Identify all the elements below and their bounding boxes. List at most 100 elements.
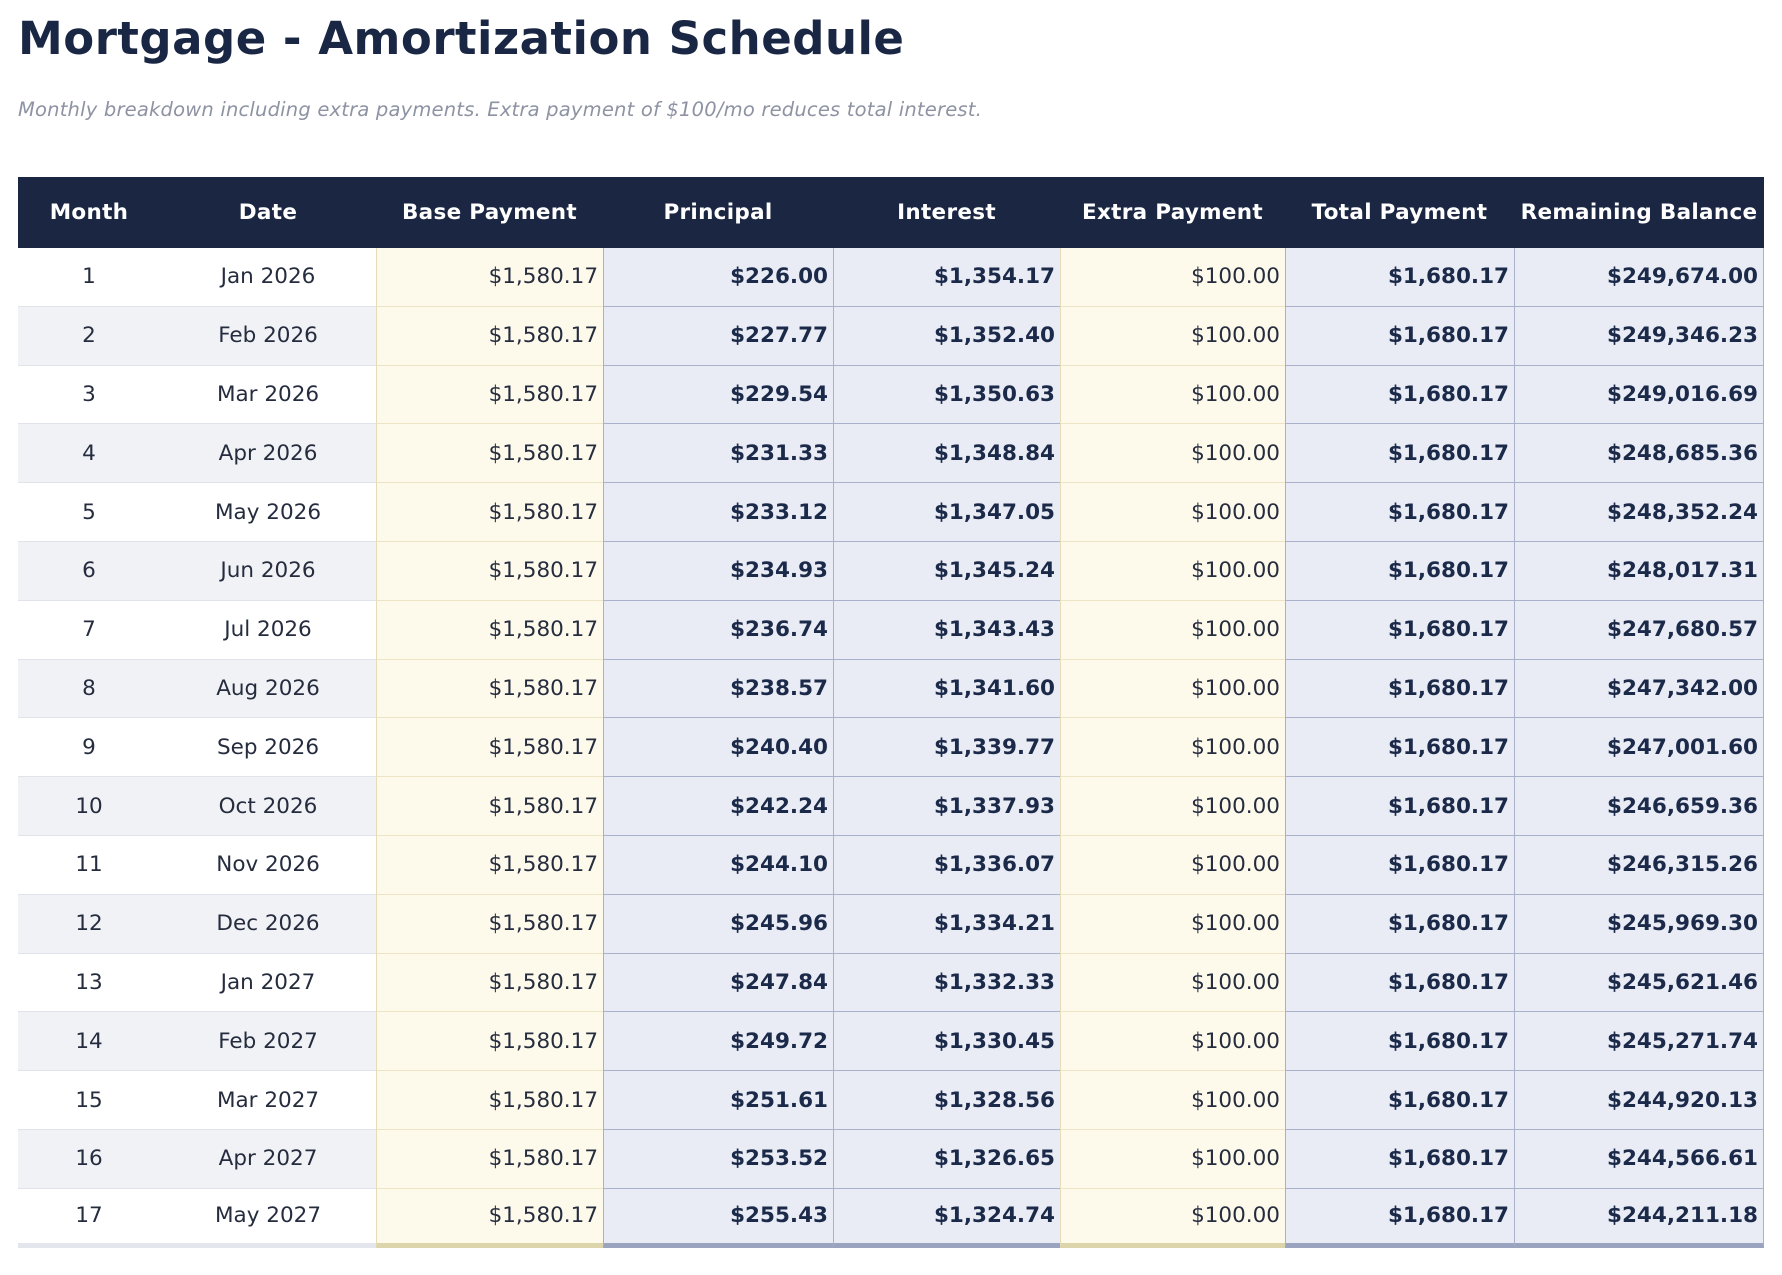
cell-extra: $100.00 — [1060, 483, 1285, 542]
cell-interest: $1,345.24 — [833, 541, 1060, 601]
cell-date: Nov 2026 — [160, 836, 376, 895]
table-row: 8 Aug 2026 $1,580.17 $238.57 $1,341.60 $100.0… — [18, 659, 1764, 719]
cell-interest: $1,326.65 — [833, 1129, 1060, 1189]
table-row: 2 Feb 2026 $1,580.17 $227.77 $1,352.40 $100.0… — [18, 306, 1764, 366]
cell-principal: $227.77 — [603, 306, 833, 366]
cell-month: 1 — [18, 248, 160, 307]
cell-base: $1,580.17 — [376, 1012, 603, 1072]
cell-principal: $233.12 — [603, 483, 833, 542]
cell-date: Mar 2027 — [160, 1071, 376, 1130]
cell-extra: $100.00 — [1060, 953, 1285, 1013]
cell-date: Feb 2026 — [160, 307, 376, 366]
table-body: 1 Jan 2026 $1,580.17 $226.00 $1,354.17 $100.0… — [18, 248, 1764, 1248]
cell-date: Apr 2027 — [160, 1130, 376, 1189]
cell-extra: $100.00 — [1060, 1071, 1285, 1130]
cell-month: 10 — [18, 777, 160, 836]
cell-extra: $100.00 — [1060, 1188, 1285, 1248]
cell-total: $1,680.17 — [1285, 1188, 1514, 1248]
cell-month: 8 — [18, 660, 160, 719]
cell-principal: $247.84 — [603, 953, 833, 1013]
table-row: 12 Dec 2026 $1,580.17 $245.96 $1,334.21 $100.… — [18, 894, 1764, 954]
cell-total: $1,680.17 — [1285, 306, 1514, 366]
cell-total: $1,680.17 — [1285, 1012, 1514, 1072]
column-header-extra: Extra Payment — [1060, 177, 1285, 248]
cell-balance: $248,685.36 — [1514, 424, 1764, 484]
cell-base: $1,580.17 — [376, 1188, 603, 1248]
cell-balance: $245,969.30 — [1514, 894, 1764, 954]
cell-base: $1,580.17 — [376, 953, 603, 1013]
cell-balance: $245,271.74 — [1514, 1012, 1764, 1072]
cell-date: Jan 2027 — [160, 954, 376, 1013]
column-header-principal: Principal — [603, 177, 833, 248]
cell-principal: $231.33 — [603, 424, 833, 484]
cell-balance: $244,920.13 — [1514, 1071, 1764, 1130]
table-row: 15 Mar 2027 $1,580.17 $251.61 $1,328.56 $100.… — [18, 1071, 1764, 1130]
cell-interest: $1,334.21 — [833, 894, 1060, 954]
table-row: 4 Apr 2026 $1,580.17 $231.33 $1,348.84 $100.0… — [18, 424, 1764, 484]
cell-date: Dec 2026 — [160, 895, 376, 954]
table-row: 10 Oct 2026 $1,580.17 $242.24 $1,337.93 $100.… — [18, 777, 1764, 836]
cell-month: 7 — [18, 601, 160, 660]
cell-total: $1,680.17 — [1285, 1129, 1514, 1189]
cell-date: Aug 2026 — [160, 660, 376, 719]
cell-total: $1,680.17 — [1285, 835, 1514, 895]
cell-total: $1,680.17 — [1285, 483, 1514, 542]
cell-interest: $1,339.77 — [833, 718, 1060, 778]
cell-base: $1,580.17 — [376, 306, 603, 366]
cell-month: 9 — [18, 718, 160, 778]
cell-total: $1,680.17 — [1285, 718, 1514, 778]
cell-month: 14 — [18, 1012, 160, 1072]
cell-extra: $100.00 — [1060, 1129, 1285, 1189]
cell-balance: $249,674.00 — [1514, 248, 1764, 307]
cell-balance: $249,346.23 — [1514, 306, 1764, 366]
cell-principal: $234.93 — [603, 541, 833, 601]
cell-date: May 2027 — [160, 1189, 376, 1248]
cell-balance: $247,001.60 — [1514, 718, 1764, 778]
cell-base: $1,580.17 — [376, 365, 603, 425]
cell-interest: $1,337.93 — [833, 777, 1060, 836]
cell-interest: $1,330.45 — [833, 1012, 1060, 1072]
cell-total: $1,680.17 — [1285, 777, 1514, 836]
cell-interest: $1,332.33 — [833, 953, 1060, 1013]
table-header-row: Month Date Base Payment Principal Interest Ex… — [18, 177, 1764, 248]
cell-balance: $246,659.36 — [1514, 777, 1764, 836]
cell-month: 15 — [18, 1071, 160, 1130]
cell-interest: $1,324.74 — [833, 1188, 1060, 1248]
cell-balance: $246,315.26 — [1514, 835, 1764, 895]
cell-month: 6 — [18, 542, 160, 601]
table-row: 5 May 2026 $1,580.17 $233.12 $1,347.05 $100.0… — [18, 483, 1764, 542]
cell-interest: $1,341.60 — [833, 659, 1060, 719]
cell-month: 3 — [18, 366, 160, 425]
cell-date: Sep 2026 — [160, 718, 376, 778]
cell-principal: $229.54 — [603, 365, 833, 425]
table-row: 17 May 2027 $1,580.17 $255.43 $1,324.74 $100.… — [18, 1188, 1764, 1248]
cell-extra: $100.00 — [1060, 541, 1285, 601]
cell-date: Jul 2026 — [160, 601, 376, 660]
cell-principal: $240.40 — [603, 718, 833, 778]
cell-extra: $100.00 — [1060, 365, 1285, 425]
cell-total: $1,680.17 — [1285, 541, 1514, 601]
cell-date: Jun 2026 — [160, 542, 376, 601]
cell-principal: $226.00 — [603, 248, 833, 307]
cell-total: $1,680.17 — [1285, 600, 1514, 660]
cell-principal: $251.61 — [603, 1071, 833, 1130]
cell-base: $1,580.17 — [376, 659, 603, 719]
cell-principal: $255.43 — [603, 1188, 833, 1248]
cell-balance: $248,017.31 — [1514, 541, 1764, 601]
cell-month: 11 — [18, 836, 160, 895]
cell-balance: $247,680.57 — [1514, 600, 1764, 660]
cell-base: $1,580.17 — [376, 1071, 603, 1130]
cell-base: $1,580.17 — [376, 777, 603, 836]
cell-total: $1,680.17 — [1285, 953, 1514, 1013]
cell-extra: $100.00 — [1060, 600, 1285, 660]
cell-base: $1,580.17 — [376, 835, 603, 895]
cell-base: $1,580.17 — [376, 424, 603, 484]
cell-total: $1,680.17 — [1285, 1071, 1514, 1130]
cell-month: 5 — [18, 483, 160, 542]
page-title: Mortgage - Amortization Schedule — [18, 12, 905, 65]
cell-extra: $100.00 — [1060, 424, 1285, 484]
column-header-balance: Remaining Balance — [1514, 177, 1764, 248]
column-header-total: Total Payment — [1285, 177, 1514, 248]
column-header-interest: Interest — [833, 177, 1060, 248]
